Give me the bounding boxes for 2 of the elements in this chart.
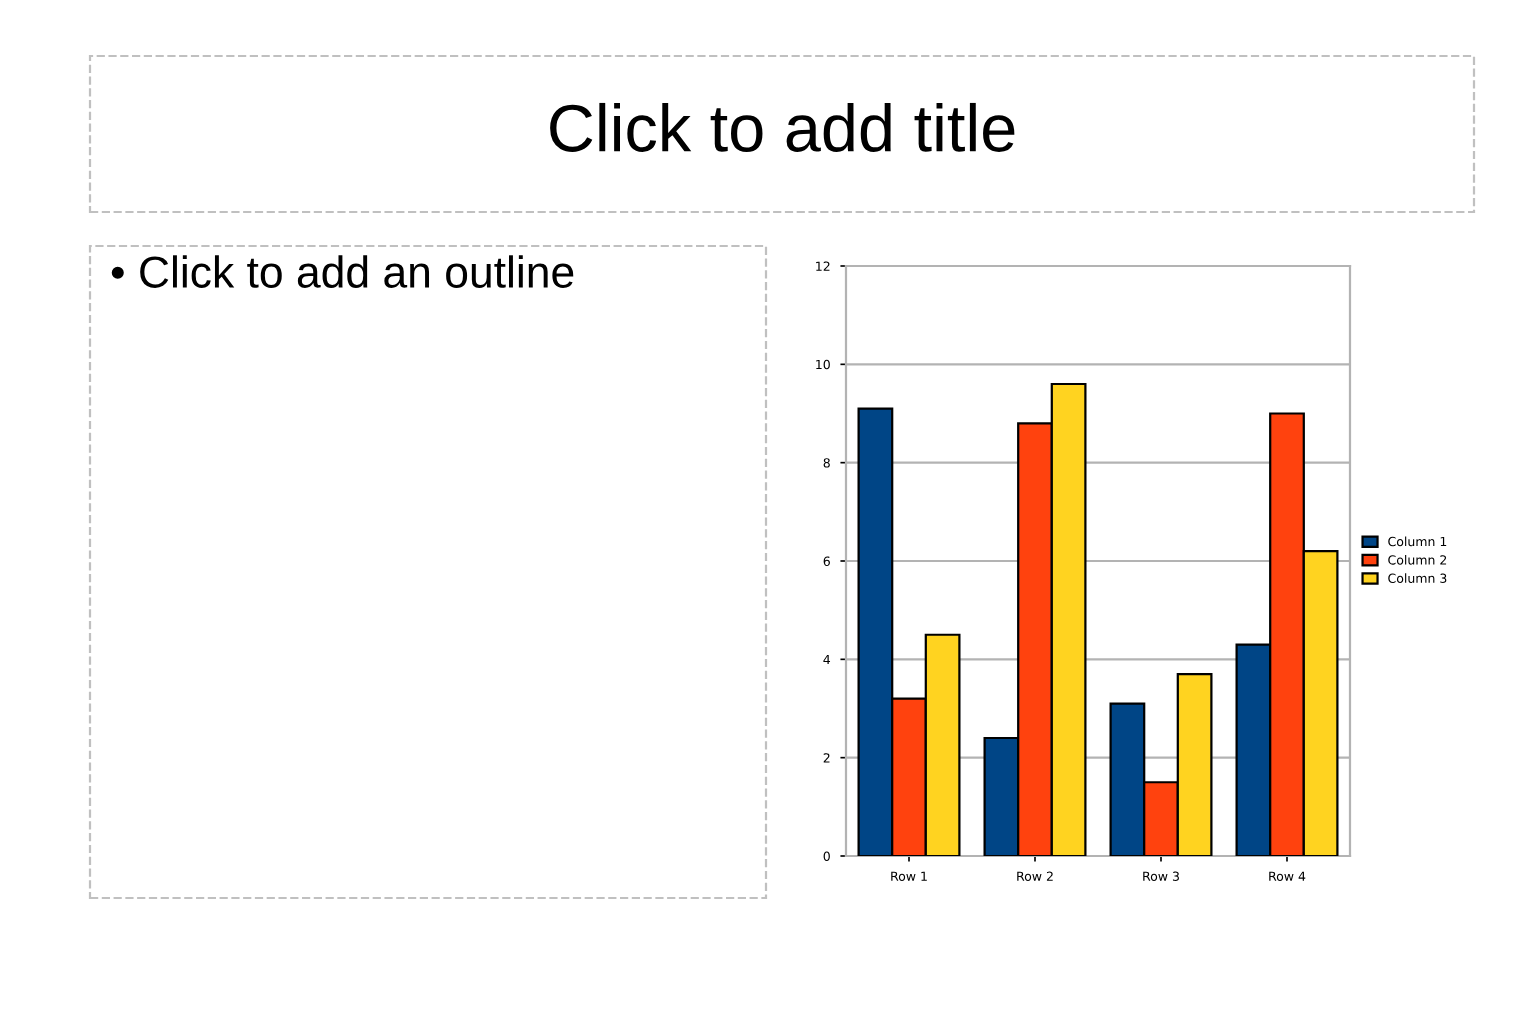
text: • Click to add an outline [111,255,574,288]
chart-title: Click to add title [550,102,1015,152]
